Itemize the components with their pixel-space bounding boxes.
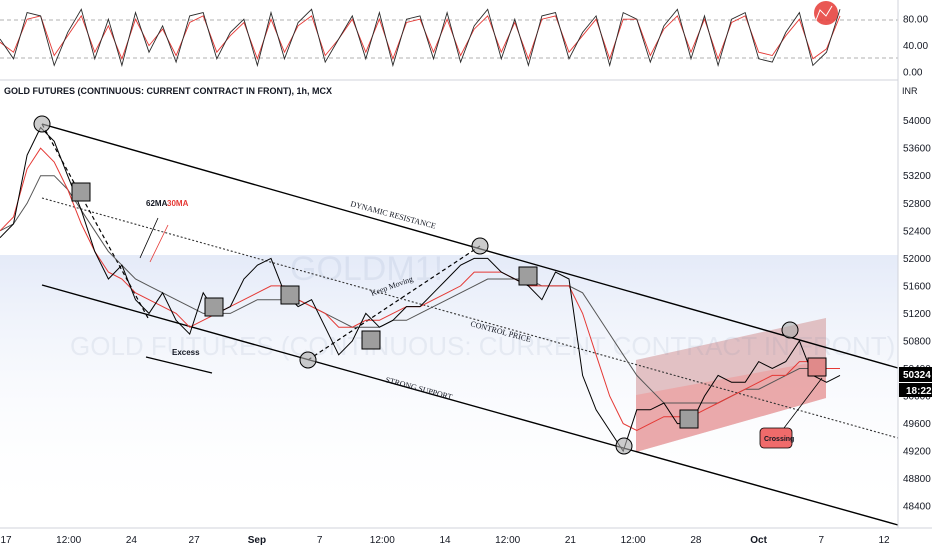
- label-excess: Excess: [172, 348, 200, 357]
- y-tick-label: 48800: [903, 474, 931, 485]
- arrow-30ma: [149, 224, 169, 263]
- x-tick-label: 12: [878, 535, 890, 546]
- swing-marker-4: [615, 437, 633, 455]
- watermark: GOLDM1!: [290, 250, 443, 288]
- y-tick-label: 54000: [903, 116, 931, 127]
- shaded-area: [0, 255, 898, 520]
- price-badge-value: 50324: [903, 370, 931, 381]
- crossing-callout: [759, 427, 793, 449]
- y-ticks: 4840048800492004960050000504005080051200…: [903, 116, 931, 513]
- box-marker-2: [204, 297, 224, 317]
- swing-marker-1: [33, 115, 51, 133]
- box-marker-3: [280, 285, 300, 305]
- osc-tick-label: 40.00: [903, 41, 928, 52]
- x-tick-label: 12:00: [56, 535, 81, 546]
- dynamic-resistance-line: [41, 123, 899, 369]
- strong-support-line: [41, 284, 899, 526]
- osc-main-line: [0, 8, 841, 68]
- x-tick-label: 7: [819, 535, 825, 546]
- pink-zone-lower: [636, 360, 826, 452]
- y-tick-label: 49200: [903, 447, 931, 458]
- x-tick-label: 17: [0, 535, 12, 546]
- x-tick-label: 12:00: [621, 535, 646, 546]
- y-tick-label: 53600: [903, 144, 931, 155]
- y-tick-label: 52800: [903, 199, 931, 210]
- x-tick-label: 14: [439, 535, 451, 546]
- ma-slow-line: [0, 175, 840, 404]
- time-badge-value: 18:22: [906, 386, 932, 397]
- x-tick-label: 27: [189, 535, 201, 546]
- box-marker-4: [361, 330, 381, 350]
- x-ticks: 17 12:00 24 27 Sep 7 12:00 14 12:00 21 12:00 28 Oct 7…: [0, 535, 890, 546]
- arrow-62ma: [139, 217, 159, 259]
- box-marker-1: [71, 182, 91, 202]
- osc-tick-label: 0.00: [903, 68, 923, 79]
- swing-marker-2: [299, 351, 317, 369]
- x-tick-label: 24: [126, 535, 138, 546]
- label-crossing: Crossing: [764, 436, 794, 443]
- box-marker-7: [807, 357, 827, 377]
- oscillator-pane: [0, 0, 898, 80]
- y-tick-label: 51600: [903, 281, 931, 292]
- price-badge: [899, 367, 932, 382]
- x-tick-label: 12:00: [370, 535, 395, 546]
- osc-ticks: 80.00 40.00 0.00: [903, 15, 928, 79]
- price-line: [0, 126, 841, 453]
- swing-marker-5: [781, 321, 799, 339]
- crossing-pointer: [783, 377, 823, 429]
- x-tick-label: 7: [317, 535, 323, 546]
- watermark-secondary: GOLD FUTURES (CONTINUOUS: CURRENT CONTRA…: [70, 331, 895, 361]
- osc-highlight-line: [815, 5, 833, 21]
- swing-marker-3: [471, 237, 489, 255]
- box-marker-6: [679, 409, 699, 429]
- y-tick-label: 50000: [903, 392, 931, 403]
- x-tick-label: 28: [690, 535, 702, 546]
- y-tick-label: 53200: [903, 171, 931, 182]
- y-tick-label: 48400: [903, 502, 931, 513]
- time-badge: [899, 383, 932, 397]
- price-axis: INR 484004880049200496005000050400508005…: [897, 0, 932, 530]
- y-tick-label: 50800: [903, 336, 931, 347]
- label-62ma: 62MA: [146, 199, 168, 208]
- y-tick-label: 52400: [903, 226, 931, 237]
- osc-tick-label: 80.00: [903, 15, 928, 26]
- y-tick-label: 51200: [903, 309, 931, 320]
- y-tick-label: 49600: [903, 419, 931, 430]
- time-axis: 17 12:00 24 27 Sep 7 12:00 14 12:00 21 12:00 28 Oct 7…: [0, 527, 932, 550]
- x-tick-label: 21: [565, 535, 577, 546]
- excess-line: [145, 356, 213, 374]
- trend-dashed-2: [307, 245, 481, 361]
- x-tick-label: Sep: [248, 535, 266, 546]
- box-marker-5: [518, 266, 538, 286]
- osc-highlight-circle: [814, 1, 838, 25]
- price-pane: GOLDM1! GOLD FUTURES (CONTINUOUS: CURREN…: [0, 81, 899, 526]
- x-tick-label: 12:00: [495, 535, 520, 546]
- chart-title: GOLD FUTURES (CONTINUOUS: CURRENT CONTRA…: [4, 86, 332, 96]
- currency-label: INR: [902, 86, 918, 96]
- x-tick-label: Oct: [750, 535, 767, 546]
- control-price-line: [41, 197, 899, 439]
- label-30ma: 30MA: [167, 199, 189, 208]
- y-tick-label: 52000: [903, 254, 931, 265]
